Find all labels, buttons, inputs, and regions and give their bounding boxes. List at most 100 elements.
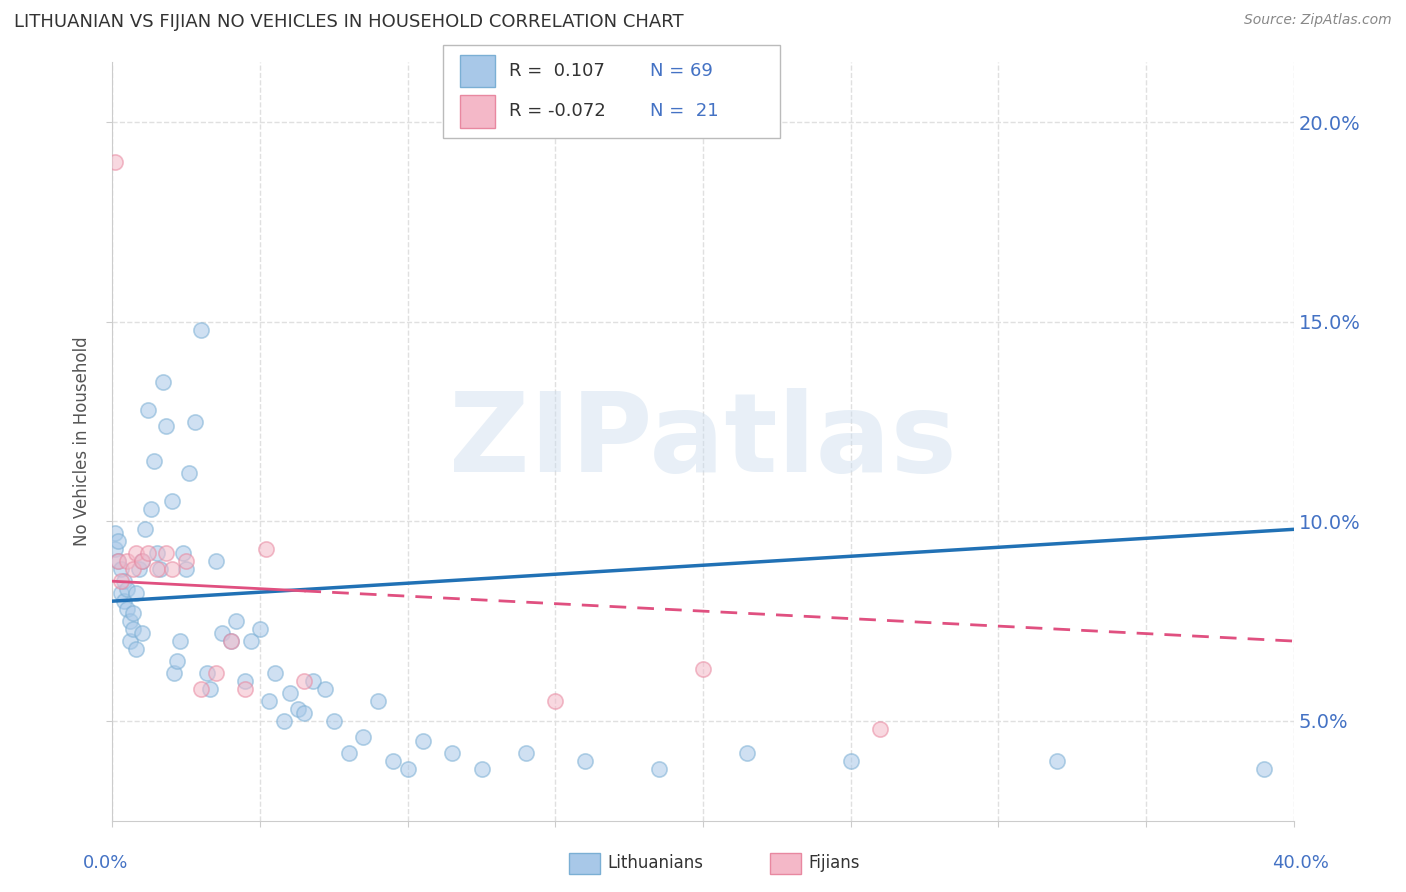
Point bbox=[233, 673, 256, 688]
Point bbox=[122, 622, 145, 636]
Text: N = 69: N = 69 bbox=[650, 62, 713, 80]
Point bbox=[647, 762, 671, 776]
Point bbox=[128, 562, 150, 576]
Point bbox=[264, 665, 287, 680]
Point bbox=[839, 754, 862, 768]
Point bbox=[544, 694, 567, 708]
Point bbox=[205, 665, 228, 680]
Point bbox=[287, 702, 309, 716]
Text: N =  21: N = 21 bbox=[650, 103, 718, 120]
Text: LITHUANIAN VS FIJIAN NO VEHICLES IN HOUSEHOLD CORRELATION CHART: LITHUANIAN VS FIJIAN NO VEHICLES IN HOUS… bbox=[14, 13, 683, 31]
Point bbox=[110, 574, 132, 589]
Point bbox=[225, 614, 247, 628]
Point bbox=[314, 681, 336, 696]
Point bbox=[574, 754, 596, 768]
Point bbox=[441, 746, 464, 760]
Point bbox=[117, 602, 138, 616]
Point bbox=[367, 694, 389, 708]
Point bbox=[205, 554, 228, 568]
Point bbox=[172, 546, 194, 560]
Point bbox=[174, 562, 197, 576]
Point bbox=[155, 546, 177, 560]
Point bbox=[112, 594, 135, 608]
Point bbox=[110, 562, 132, 576]
Point bbox=[169, 634, 191, 648]
Point bbox=[125, 586, 148, 600]
Y-axis label: No Vehicles in Household: No Vehicles in Household bbox=[73, 336, 91, 547]
Point bbox=[117, 582, 138, 597]
Point bbox=[1253, 762, 1275, 776]
Point bbox=[240, 634, 263, 648]
Point bbox=[515, 746, 537, 760]
Point bbox=[179, 467, 201, 481]
Text: Source: ZipAtlas.com: Source: ZipAtlas.com bbox=[1244, 13, 1392, 28]
Text: ZIPatlas: ZIPatlas bbox=[449, 388, 957, 495]
Point bbox=[125, 546, 148, 560]
Point bbox=[292, 673, 315, 688]
Point bbox=[122, 606, 145, 620]
Point bbox=[233, 681, 256, 696]
Text: 40.0%: 40.0% bbox=[1272, 855, 1329, 872]
Point bbox=[382, 754, 405, 768]
Point bbox=[125, 642, 148, 657]
Text: R = -0.072: R = -0.072 bbox=[509, 103, 606, 120]
Point bbox=[131, 626, 153, 640]
Point bbox=[104, 155, 127, 169]
Point bbox=[163, 665, 186, 680]
Point bbox=[190, 323, 212, 337]
Point bbox=[131, 554, 153, 568]
Text: Lithuanians: Lithuanians bbox=[607, 855, 703, 872]
Point bbox=[396, 762, 419, 776]
Text: Fijians: Fijians bbox=[808, 855, 860, 872]
Point bbox=[249, 622, 271, 636]
Point bbox=[292, 706, 315, 720]
Point bbox=[152, 375, 174, 389]
Point bbox=[869, 722, 891, 736]
Point bbox=[184, 415, 207, 429]
Point bbox=[411, 734, 433, 748]
Point bbox=[160, 562, 183, 576]
Point bbox=[107, 554, 129, 568]
Point bbox=[136, 546, 159, 560]
Point bbox=[104, 542, 127, 557]
Point bbox=[104, 526, 127, 541]
Point bbox=[120, 634, 142, 648]
Point bbox=[190, 681, 212, 696]
Point bbox=[107, 534, 129, 549]
Point bbox=[110, 586, 132, 600]
Point bbox=[337, 746, 360, 760]
Point bbox=[160, 494, 183, 508]
Point bbox=[352, 730, 374, 744]
Point bbox=[136, 402, 159, 417]
Point bbox=[211, 626, 233, 640]
Text: 0.0%: 0.0% bbox=[83, 855, 128, 872]
Point bbox=[1046, 754, 1069, 768]
Point bbox=[166, 654, 188, 668]
Point bbox=[120, 614, 142, 628]
Point bbox=[302, 673, 325, 688]
Point bbox=[155, 418, 177, 433]
Point bbox=[139, 502, 162, 516]
Point bbox=[219, 634, 242, 648]
Point bbox=[117, 554, 138, 568]
Point bbox=[692, 662, 714, 676]
Point bbox=[257, 694, 280, 708]
Point bbox=[146, 546, 169, 560]
Point bbox=[198, 681, 221, 696]
Point bbox=[112, 574, 135, 589]
Text: R =  0.107: R = 0.107 bbox=[509, 62, 605, 80]
Point bbox=[470, 762, 494, 776]
Point bbox=[323, 714, 346, 728]
Point bbox=[146, 562, 169, 576]
Point bbox=[219, 634, 242, 648]
Point bbox=[254, 542, 277, 557]
Point bbox=[278, 686, 301, 700]
Point bbox=[131, 554, 153, 568]
Point bbox=[174, 554, 197, 568]
Point bbox=[122, 562, 145, 576]
Point bbox=[134, 522, 156, 536]
Point bbox=[737, 746, 759, 760]
Point bbox=[149, 562, 172, 576]
Point bbox=[195, 665, 218, 680]
Point bbox=[273, 714, 295, 728]
